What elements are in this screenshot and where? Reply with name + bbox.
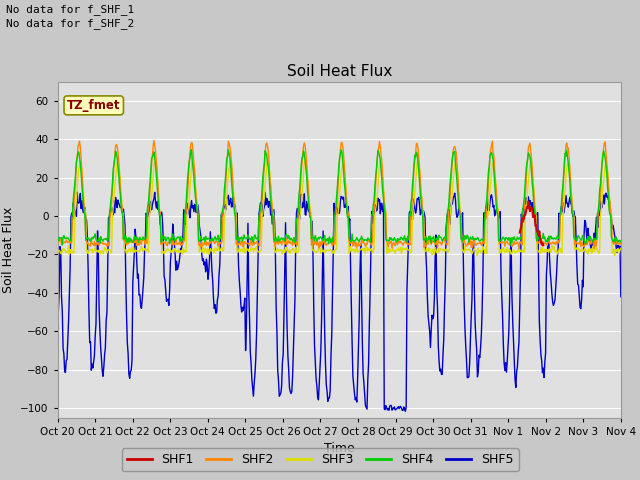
Text: No data for f_SHF_1: No data for f_SHF_1 [6, 4, 134, 15]
Text: TZ_fmet: TZ_fmet [67, 99, 120, 112]
X-axis label: Time: Time [324, 442, 355, 455]
Text: No data for f_SHF_2: No data for f_SHF_2 [6, 18, 134, 29]
Title: Soil Heat Flux: Soil Heat Flux [287, 64, 392, 79]
Y-axis label: Soil Heat Flux: Soil Heat Flux [2, 206, 15, 293]
Legend: SHF1, SHF2, SHF3, SHF4, SHF5: SHF1, SHF2, SHF3, SHF4, SHF5 [122, 448, 518, 471]
